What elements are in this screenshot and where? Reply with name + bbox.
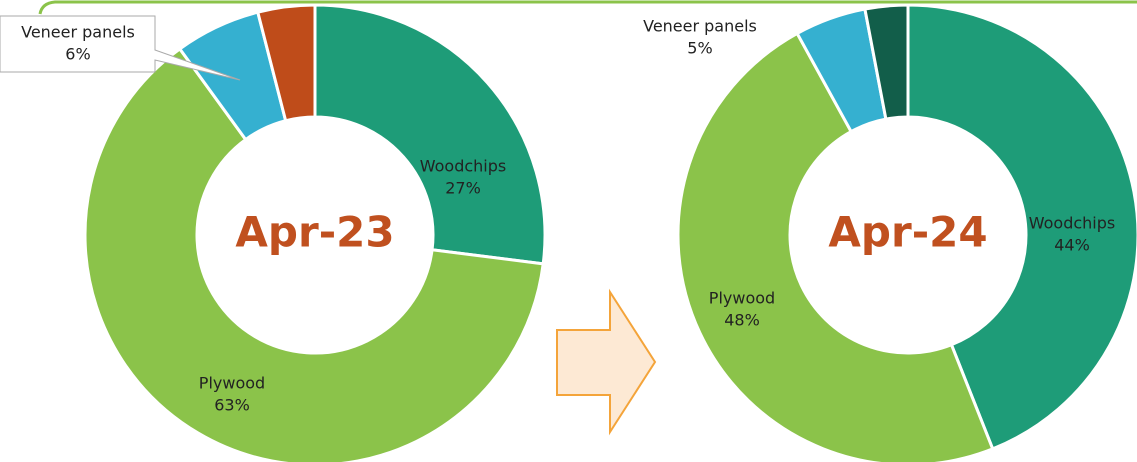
category-label: Veneer panels bbox=[643, 17, 757, 36]
slice bbox=[863, 3, 910, 121]
value-label: 44% bbox=[1054, 236, 1090, 255]
arrow bbox=[556, 288, 657, 436]
category-label: Plywood bbox=[709, 289, 775, 308]
value-label: 48% bbox=[724, 311, 760, 330]
category-label: Veneer panels bbox=[21, 23, 135, 42]
category-label: Woodchips bbox=[1029, 214, 1116, 233]
slice bbox=[906, 3, 1137, 451]
slice bbox=[83, 46, 545, 462]
top-border bbox=[38, 0, 1137, 15]
center-label: Apr-23 bbox=[235, 208, 394, 257]
center-label: Apr-24 bbox=[828, 208, 987, 257]
slice bbox=[313, 3, 547, 266]
callout bbox=[0, 15, 241, 81]
value-label: 5% bbox=[687, 39, 712, 58]
value-label: 6% bbox=[65, 45, 90, 64]
slice bbox=[676, 31, 995, 462]
value-label: 27% bbox=[445, 179, 481, 198]
value-label: 63% bbox=[214, 396, 250, 415]
category-label: Plywood bbox=[199, 374, 265, 393]
slice bbox=[255, 3, 317, 123]
category-label: Woodchips bbox=[420, 157, 507, 176]
